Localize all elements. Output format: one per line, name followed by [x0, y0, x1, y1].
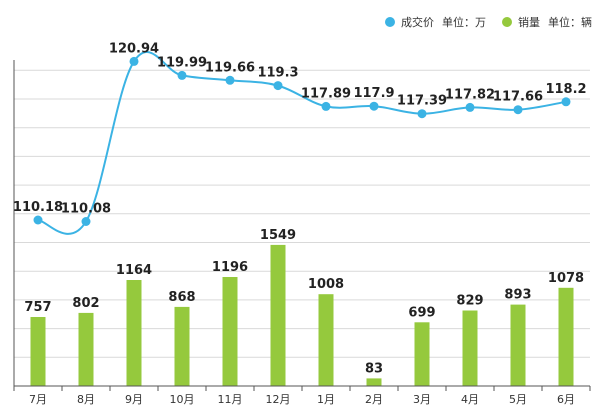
x-tick-label: 4月 — [461, 393, 479, 406]
sales-data-label: 757 — [24, 300, 51, 315]
x-tick-label: 12月 — [266, 393, 291, 406]
price-point[interactable] — [33, 215, 43, 225]
x-tick-label: 9月 — [125, 393, 143, 406]
price-point[interactable] — [177, 70, 187, 80]
legend-item-sales[interactable]: 销量 单位：辆 — [502, 14, 592, 30]
sales-data-label: 1164 — [116, 263, 152, 278]
sales-legend-label: 销量 — [518, 16, 540, 29]
legend-item-price[interactable]: 成交价 单位：万 — [385, 14, 486, 30]
sales-data-label: 83 — [365, 361, 383, 376]
price-data-label: 117.39 — [397, 94, 447, 109]
sales-bar[interactable] — [462, 310, 478, 387]
sales-data-label: 802 — [72, 296, 99, 311]
sales-bar[interactable] — [78, 312, 94, 386]
price-data-label: 119.99 — [157, 55, 207, 70]
price-point[interactable] — [129, 56, 139, 66]
price-data-label: 110.08 — [61, 202, 111, 217]
grid-lines — [13, 60, 590, 386]
price-line — [33, 51, 571, 235]
sales-bar[interactable] — [558, 287, 574, 386]
price-legend-label: 成交价 — [401, 16, 434, 29]
x-tick-label: 8月 — [77, 393, 95, 406]
sales-data-label: 1549 — [260, 228, 296, 243]
sales-data-label: 893 — [504, 288, 531, 303]
x-tick-label: 7月 — [29, 393, 47, 406]
price-series-line — [37, 51, 567, 235]
sales-bar[interactable] — [366, 378, 382, 386]
x-tick-label: 2月 — [365, 393, 383, 406]
price-point[interactable] — [81, 217, 91, 226]
price-legend-unit: 单位：万 — [442, 16, 486, 29]
sales-bar[interactable] — [318, 294, 334, 386]
sales-legend-marker-icon — [502, 17, 512, 27]
x-tick-label: 1月 — [317, 393, 335, 406]
sales-data-label: 1008 — [308, 277, 344, 292]
x-axis: 7月 8月 9月 10月 11月 12月 1月 2月 3月 4月 5月 6月 — [13, 385, 591, 406]
price-point[interactable] — [369, 101, 379, 111]
price-data-label: 117.66 — [493, 90, 543, 105]
sales-bar[interactable] — [174, 306, 190, 386]
sales-data-label: 829 — [456, 294, 483, 309]
sales-bar[interactable] — [270, 244, 286, 386]
sales-data-label: 1196 — [212, 260, 248, 275]
sales-legend-unit: 单位：辆 — [548, 16, 592, 29]
x-tick-label: 6月 — [557, 393, 575, 406]
sales-data-label: 1078 — [548, 271, 584, 286]
price-legend-marker-icon — [385, 17, 395, 27]
data-labels: 757 802 1164 868 1196 1549 1008 83 699 829 893 1078… — [13, 41, 587, 376]
price-data-label: 117.82 — [445, 87, 495, 102]
price-data-label: 119.3 — [257, 66, 298, 81]
x-tick-label: 3月 — [413, 393, 431, 406]
price-point[interactable] — [225, 75, 235, 85]
price-point[interactable] — [417, 109, 427, 119]
legend: 成交价 单位：万 销量 单位：辆 — [369, 14, 592, 30]
x-tick-label: 11月 — [218, 393, 243, 406]
price-data-label: 117.89 — [301, 86, 351, 101]
sales-data-label: 699 — [408, 305, 435, 320]
sales-data-label: 868 — [168, 290, 195, 305]
sales-bar[interactable] — [30, 317, 46, 386]
price-data-label: 120.94 — [109, 41, 159, 56]
sales-bar[interactable] — [510, 304, 526, 386]
sales-bars — [30, 244, 574, 387]
price-data-label: 110.18 — [13, 200, 63, 215]
price-data-label: 118.2 — [545, 82, 586, 97]
x-tick-label: 10月 — [170, 393, 195, 406]
x-tick-label: 5月 — [509, 393, 527, 406]
price-data-label: 119.66 — [205, 60, 255, 75]
sales-bar[interactable] — [222, 277, 238, 386]
price-point[interactable] — [513, 105, 523, 115]
price-point[interactable] — [465, 102, 475, 112]
sales-bar[interactable] — [126, 280, 142, 386]
price-point[interactable] — [273, 81, 283, 91]
price-point[interactable] — [321, 101, 331, 111]
sales-bar[interactable] — [414, 322, 430, 386]
price-data-label: 117.9 — [353, 86, 394, 101]
price-point[interactable] — [561, 97, 571, 107]
